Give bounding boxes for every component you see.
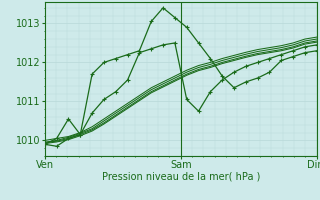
X-axis label: Pression niveau de la mer( hPa ): Pression niveau de la mer( hPa ) (102, 172, 260, 182)
